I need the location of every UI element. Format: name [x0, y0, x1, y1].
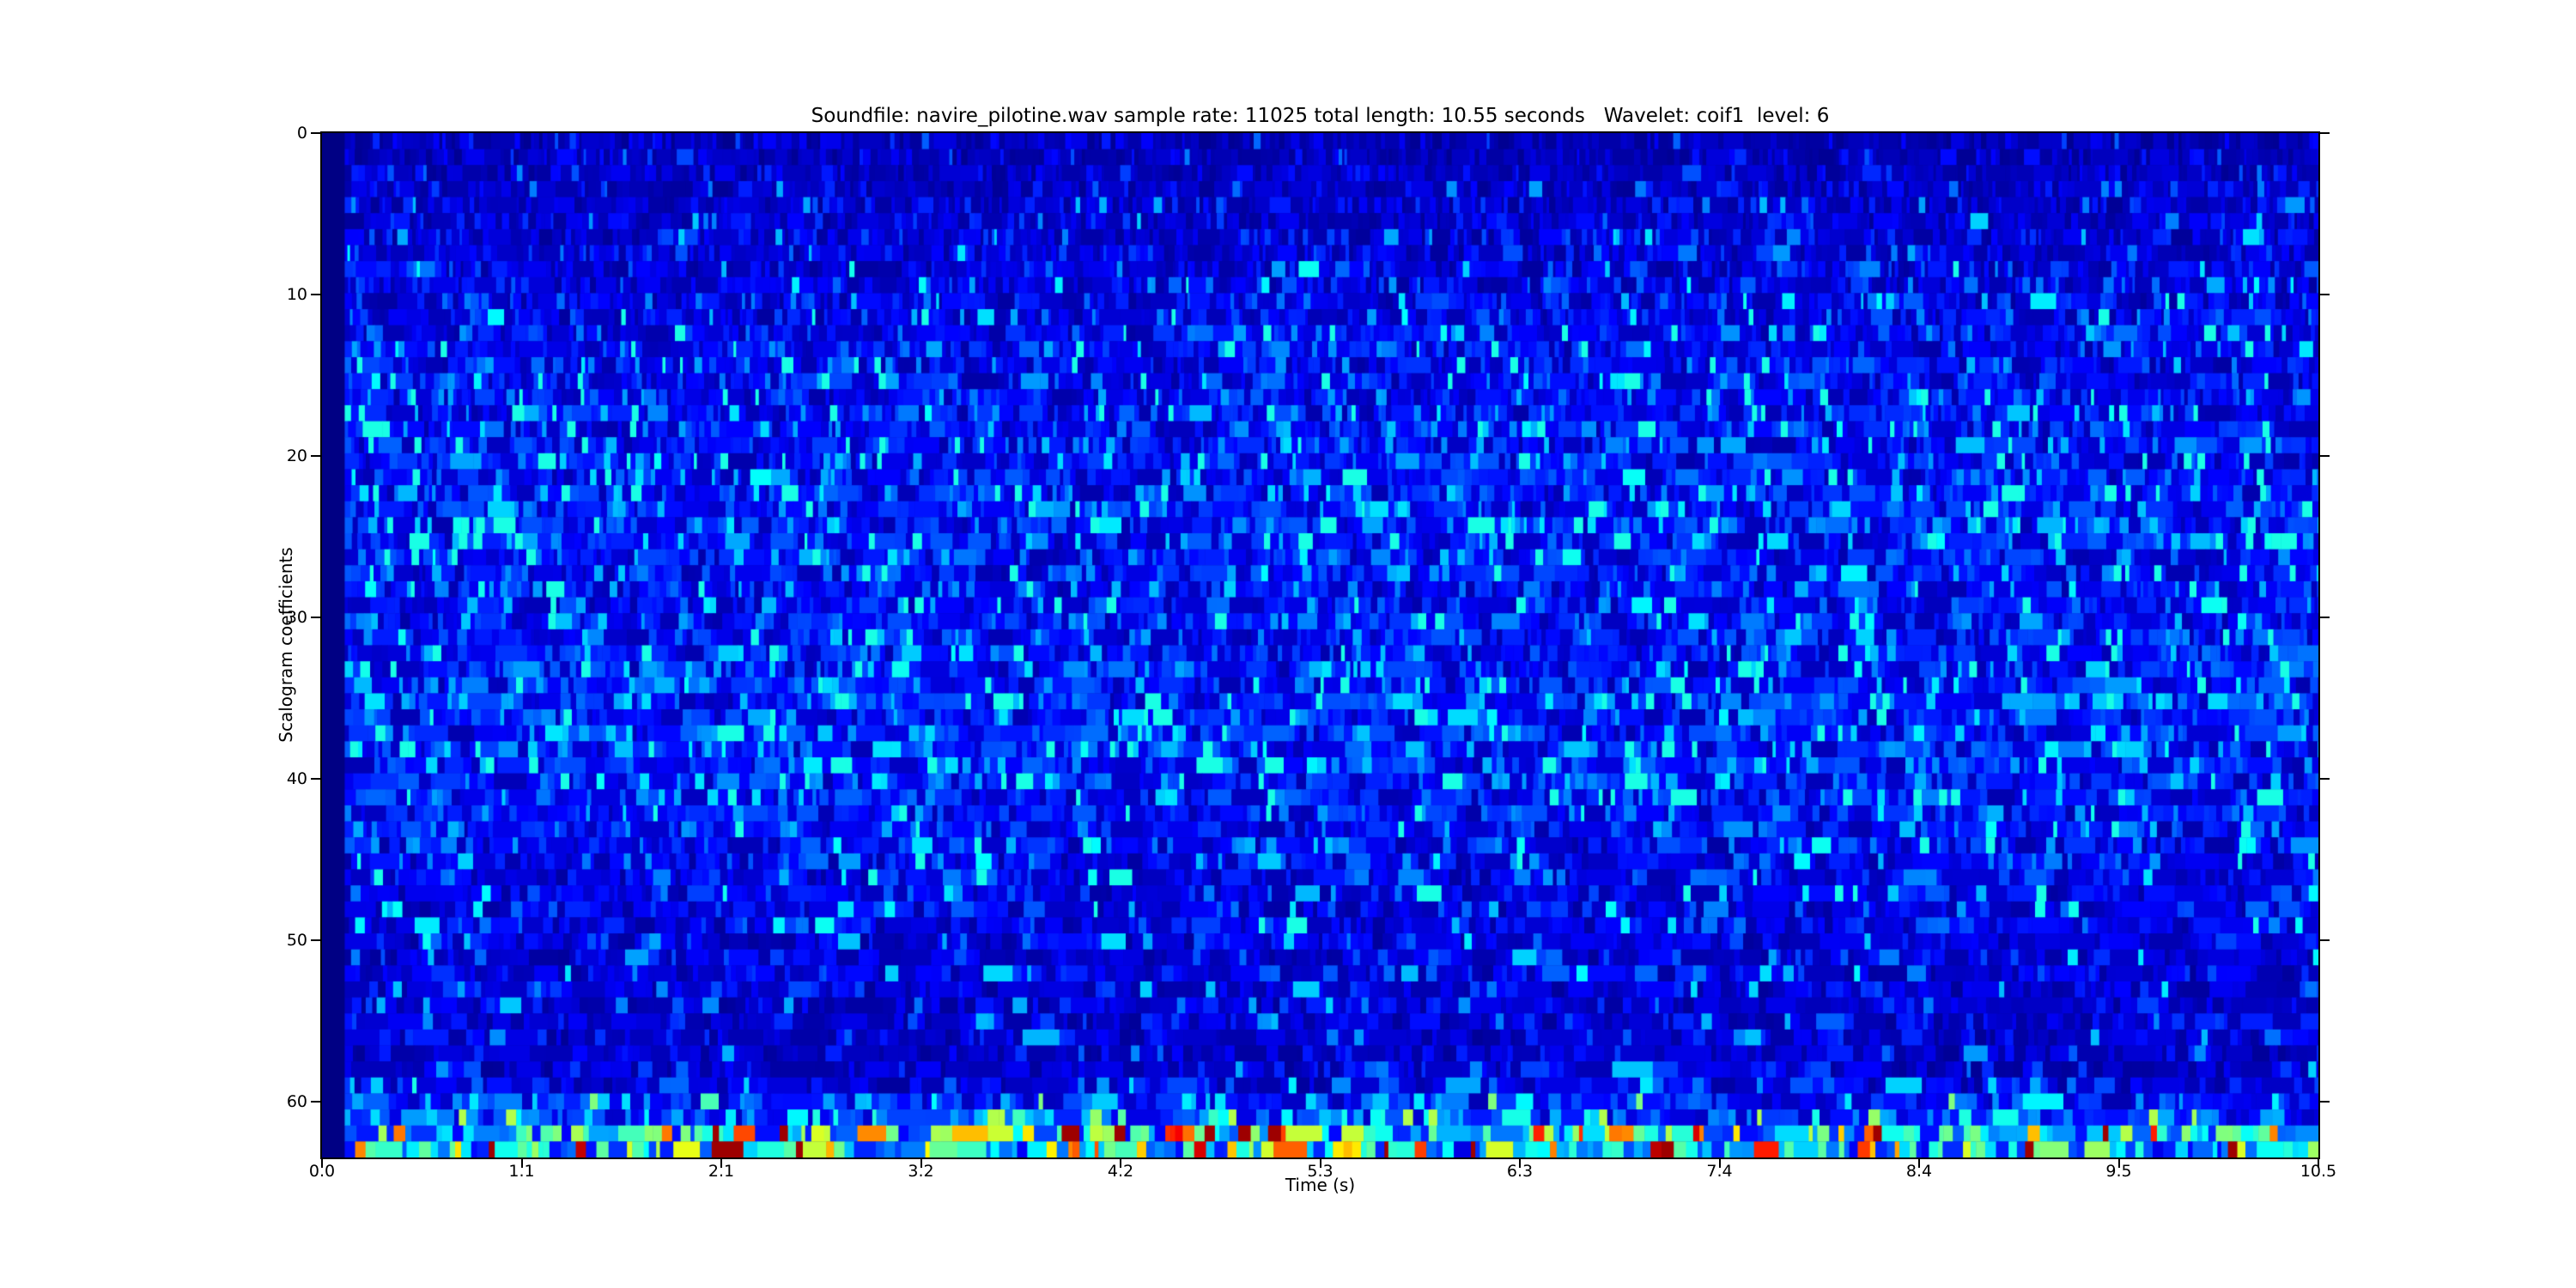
y-tick-label: 60 — [286, 1092, 307, 1111]
x-tick-mark — [1519, 1158, 1521, 1168]
y-tick-label: 0 — [296, 124, 307, 143]
y-tick-mark — [311, 132, 320, 134]
y-axis-label: Scalogram coefficients — [276, 547, 296, 743]
y-tick-mark — [311, 455, 320, 457]
scalogram-heatmap — [322, 133, 2318, 1157]
x-tick-label: 2.1 — [708, 1162, 735, 1181]
x-tick-mark — [720, 1158, 722, 1168]
x-tick-mark — [1120, 1158, 1121, 1168]
y-tick-mark — [2320, 1101, 2330, 1103]
y-tick-mark — [2320, 132, 2330, 134]
y-tick-label: 40 — [286, 769, 307, 788]
x-tick-label: 1.1 — [508, 1162, 535, 1181]
x-tick-mark — [520, 1158, 523, 1168]
x-tick-mark — [1319, 1158, 1321, 1168]
y-tick-mark — [311, 778, 320, 780]
x-tick-label: 9.5 — [2105, 1162, 2132, 1181]
y-tick-mark — [2320, 617, 2330, 618]
y-tick-mark — [2320, 939, 2330, 941]
y-tick-mark — [2320, 294, 2330, 295]
y-tick-label: 50 — [286, 931, 307, 950]
y-tick-label: 20 — [286, 447, 307, 465]
x-tick-mark — [1718, 1158, 1721, 1168]
y-tick-mark — [311, 1101, 320, 1103]
x-tick-mark — [321, 1158, 323, 1168]
x-tick-label: 7.4 — [1706, 1162, 1733, 1181]
x-tick-label: 5.3 — [1307, 1162, 1334, 1181]
chart-title: Soundfile: navire_pilotine.wav sample ra… — [811, 105, 1830, 127]
x-tick-mark — [2117, 1158, 2120, 1168]
y-tick-mark — [311, 939, 320, 941]
x-tick-label: 8.4 — [1905, 1162, 1933, 1181]
x-tick-label: 3.2 — [908, 1162, 934, 1181]
y-tick-label: 10 — [286, 285, 307, 304]
x-tick-mark — [920, 1158, 922, 1168]
x-tick-label: 10.5 — [2300, 1162, 2337, 1181]
x-tick-mark — [1918, 1158, 1920, 1168]
y-tick-mark — [311, 294, 320, 295]
y-tick-mark — [311, 617, 320, 618]
x-tick-label: 0.0 — [308, 1162, 336, 1181]
y-tick-mark — [2320, 455, 2330, 457]
x-tick-label: 6.3 — [1506, 1162, 1534, 1181]
y-tick-label: 30 — [286, 608, 307, 627]
plot-area — [320, 131, 2320, 1159]
y-tick-mark — [2320, 778, 2330, 780]
x-tick-mark — [2318, 1158, 2319, 1168]
x-tick-label: 4.2 — [1107, 1162, 1134, 1181]
x-axis-label: Time (s) — [1285, 1175, 1356, 1195]
